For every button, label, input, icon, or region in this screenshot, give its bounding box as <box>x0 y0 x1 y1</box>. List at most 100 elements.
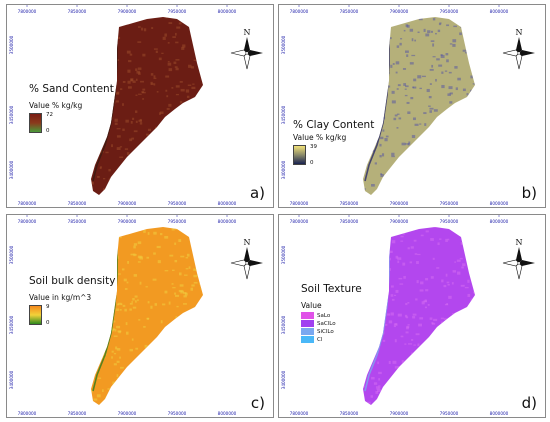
north-label: N <box>244 28 251 37</box>
legend-min-label: 0 <box>310 160 314 166</box>
y-tick-label-left: 3500000 <box>281 245 286 264</box>
map-canvas: 7800000 7850000 7900000 7950000 8000000 78000… <box>9 215 263 416</box>
x-tick-label-top: 7800000 <box>18 9 37 14</box>
y-tick-label-left: 3400000 <box>9 160 14 179</box>
x-tick-label-bottom: 7950000 <box>440 201 459 206</box>
x-tick-label-top: 7950000 <box>168 9 187 14</box>
x-tick-label-bottom: 7950000 <box>168 201 187 206</box>
map-panel-b: 7800000 7850000 7900000 7950000 8000000 78000… <box>278 4 546 208</box>
x-tick-label-top: 7900000 <box>118 219 137 224</box>
x-tick-label-top: 8000000 <box>490 219 509 224</box>
legend-title: Soil Texture <box>301 283 362 295</box>
north-arrow-icon: N <box>230 238 263 280</box>
map-canvas: 7800000 7850000 7900000 7950000 8000000 78000… <box>281 215 535 416</box>
legend-class-label: SiClLo <box>317 328 334 335</box>
y-tick-label-left: 3400000 <box>9 370 14 389</box>
x-tick-label-top: 7900000 <box>390 219 409 224</box>
x-tick-label-top: 7850000 <box>68 9 87 14</box>
y-tick-label-left: 3450000 <box>281 315 286 334</box>
legend-color-ramp <box>293 145 306 165</box>
x-tick-label-bottom: 7850000 <box>340 411 359 416</box>
x-tick-label-bottom: 7800000 <box>290 201 309 206</box>
panel-letter-label: b) <box>521 184 537 202</box>
legend-min-label: 0 <box>46 128 50 134</box>
x-tick-label-bottom: 7900000 <box>390 411 409 416</box>
legend-class-item: SaLo <box>301 312 330 319</box>
legend-color-ramp <box>29 113 42 133</box>
x-tick-label-top: 7850000 <box>340 219 359 224</box>
study-area-raster <box>91 17 203 195</box>
x-tick-label-bottom: 7800000 <box>18 411 37 416</box>
legend-subtitle: Value in kg/m^3 <box>29 293 92 302</box>
x-tick-label-bottom: 7900000 <box>118 201 137 206</box>
x-tick-label-bottom: 7800000 <box>290 411 309 416</box>
legend-subtitle: Value % kg/kg <box>29 101 83 110</box>
legend-title: Soil bulk density <box>29 275 116 287</box>
panel-letter-label: d) <box>521 394 537 412</box>
legend-max-label: 9 <box>46 304 50 310</box>
y-tick-label-left: 3500000 <box>9 245 14 264</box>
legend-swatch <box>301 312 314 319</box>
x-tick-label-bottom: 7850000 <box>68 411 87 416</box>
x-tick-label-top: 7900000 <box>118 9 137 14</box>
y-tick-label-left: 3400000 <box>281 160 286 179</box>
x-tick-label-top: 7950000 <box>440 219 459 224</box>
legend-min-label: 0 <box>46 320 50 326</box>
x-tick-label-top: 8000000 <box>218 9 237 14</box>
north-arrow-icon: N <box>230 28 263 70</box>
study-area-raster <box>363 17 475 195</box>
y-tick-label-left: 3450000 <box>9 105 14 124</box>
y-tick-label-left: 3450000 <box>281 105 286 124</box>
legend-subtitle: Value % kg/kg <box>293 133 347 142</box>
x-tick-label-top: 7950000 <box>168 219 187 224</box>
north-arrow-icon: N <box>502 238 535 280</box>
y-tick-label-left: 3500000 <box>9 35 14 54</box>
study-area-raster <box>363 227 475 405</box>
legend-title: % Clay Content <box>293 119 375 131</box>
legend-class-label: Cl <box>317 336 323 343</box>
legend-class-label: SaClLo <box>317 320 336 327</box>
x-tick-label-bottom: 7950000 <box>440 411 459 416</box>
legend-title: % Sand Content <box>29 83 114 95</box>
map-canvas: 7800000 7850000 7900000 7950000 8000000 78000… <box>9 5 263 206</box>
north-label: N <box>516 28 523 37</box>
x-tick-label-top: 7850000 <box>340 9 359 14</box>
y-tick-label-left: 3500000 <box>281 35 286 54</box>
x-tick-label-top: 7950000 <box>440 9 459 14</box>
x-tick-label-bottom: 7950000 <box>168 411 187 416</box>
x-tick-label-bottom: 7800000 <box>18 201 37 206</box>
north-label: N <box>516 238 523 247</box>
x-tick-label-top: 8000000 <box>218 219 237 224</box>
x-tick-label-top: 7800000 <box>290 219 309 224</box>
x-tick-label-bottom: 8000000 <box>490 201 509 206</box>
x-tick-label-bottom: 7900000 <box>390 201 409 206</box>
legend-class-item: SiClLo <box>301 328 334 335</box>
x-tick-label-bottom: 7850000 <box>68 201 87 206</box>
panel-letter-label: a) <box>249 184 265 202</box>
legend-swatch <box>301 336 314 343</box>
y-tick-label-left: 3450000 <box>9 315 14 334</box>
x-tick-label-top: 7850000 <box>68 219 87 224</box>
y-tick-label-left: 3400000 <box>281 370 286 389</box>
legend-color-ramp <box>29 305 42 325</box>
legend-swatch <box>301 320 314 327</box>
legend-subtitle: Value <box>301 301 322 310</box>
map-panel-c: 7800000 7850000 7900000 7950000 8000000 78000… <box>6 214 274 418</box>
x-tick-label-bottom: 7850000 <box>340 201 359 206</box>
north-arrow-icon: N <box>502 28 535 70</box>
x-tick-label-top: 7800000 <box>18 219 37 224</box>
x-tick-label-bottom: 7900000 <box>118 411 137 416</box>
map-panel-a: 7800000 7850000 7900000 7950000 8000000 78000… <box>6 4 274 208</box>
study-area-raster <box>91 227 203 405</box>
x-tick-label-bottom: 8000000 <box>218 201 237 206</box>
legend-swatch <box>301 328 314 335</box>
x-tick-label-bottom: 8000000 <box>218 411 237 416</box>
x-tick-label-bottom: 8000000 <box>490 411 509 416</box>
legend-class-item: SaClLo <box>301 320 336 327</box>
map-canvas: 7800000 7850000 7900000 7950000 8000000 78000… <box>281 5 535 206</box>
legend-class-label: SaLo <box>317 312 331 319</box>
x-tick-label-top: 8000000 <box>490 9 509 14</box>
north-label: N <box>244 238 251 247</box>
x-tick-label-top: 7800000 <box>290 9 309 14</box>
x-tick-label-top: 7900000 <box>390 9 409 14</box>
